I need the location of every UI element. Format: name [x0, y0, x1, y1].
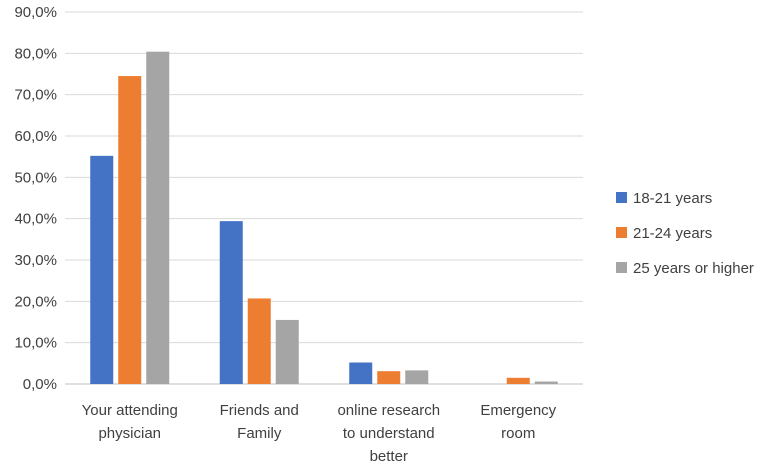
x-category-label: Friends and Family [220, 402, 299, 442]
bars [90, 51, 558, 385]
legend-label: 21-24 years [633, 225, 712, 242]
y-axis-tick-labels: 0,0% 10,0% 20,0% 30,0% 40,0% 50,0% 60,0% 70,0% 8… [14, 4, 57, 393]
y-tick-label: 10,0% [14, 335, 57, 352]
bar-25-years-or-higher-3 [534, 381, 558, 384]
bar-21-24-years-1 [247, 298, 271, 384]
legend-swatch [616, 192, 627, 203]
legend-label: 25 years or higher [633, 260, 754, 277]
bar-21-24-years-3 [506, 377, 530, 384]
legend-swatch [616, 227, 627, 238]
y-tick-label: 60,0% [14, 128, 57, 145]
legend-swatch [616, 262, 627, 273]
y-tick-label: 30,0% [14, 252, 57, 269]
x-category-label: Emergency room [480, 402, 556, 442]
bar-21-24-years-0 [118, 76, 142, 385]
y-tick-label: 90,0% [14, 4, 57, 21]
bar-25-years-or-higher-2 [405, 370, 429, 384]
legend-label: 18-21 years [633, 190, 712, 207]
bar-18-21-years-1 [219, 221, 243, 384]
y-tick-label: 0,0% [23, 376, 57, 393]
bar-25-years-or-higher-0 [146, 51, 170, 385]
x-axis-category-labels: Your attending physician Friends and Family… [82, 402, 557, 465]
gridlines [65, 11, 583, 385]
y-tick-label: 70,0% [14, 87, 57, 104]
y-tick-label: 20,0% [14, 293, 57, 310]
bar-21-24-years-2 [377, 371, 401, 384]
bar-18-21-years-0 [90, 155, 114, 384]
bar-18-21-years-2 [349, 362, 373, 384]
y-tick-label: 50,0% [14, 169, 57, 186]
x-category-label: Your attending physician [82, 402, 178, 442]
y-tick-label: 40,0% [14, 211, 57, 228]
legend: 18-21 years 21-24 years 25 years or higher [616, 190, 754, 277]
bar-25-years-or-higher-1 [275, 319, 299, 384]
y-tick-label: 80,0% [14, 45, 57, 62]
x-category-label: online research to understand better [337, 402, 440, 465]
